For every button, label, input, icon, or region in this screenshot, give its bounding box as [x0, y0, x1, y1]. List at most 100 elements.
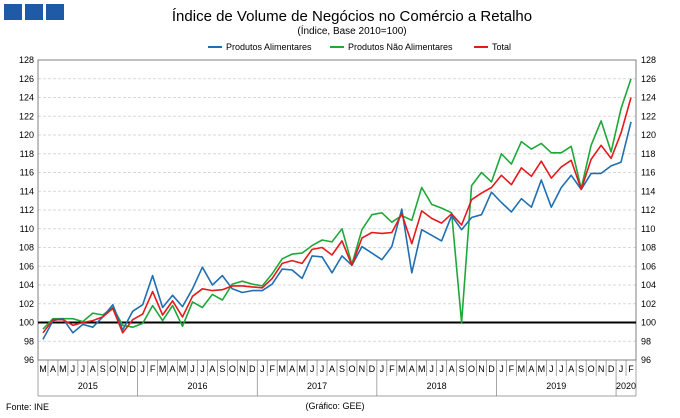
legend-label-total: Total	[492, 42, 511, 52]
y-tick-label-left: 96	[24, 355, 34, 365]
x-month-label: M	[298, 364, 306, 374]
y-tick-label-left: 108	[19, 243, 34, 253]
x-month-label: A	[409, 364, 415, 374]
y-tick-label-right: 104	[641, 280, 656, 290]
series-line-total	[42, 97, 632, 334]
y-tick-label-left: 100	[19, 318, 34, 328]
x-month-label: J	[260, 364, 265, 374]
x-month-label: D	[488, 364, 495, 374]
y-tick-label-left: 110	[20, 224, 34, 234]
x-month-label: M	[179, 364, 187, 374]
x-month-label: F	[509, 364, 515, 374]
year-label: 2015	[78, 381, 98, 391]
x-month-label: J	[559, 364, 564, 374]
y-tick-label-right: 102	[641, 299, 656, 309]
x-month-label: S	[459, 364, 465, 374]
x-month-label: D	[129, 364, 136, 374]
y-tick-label-right: 112	[641, 205, 655, 215]
x-month-label: F	[269, 364, 275, 374]
legend: Produtos Alimentares Produtos Não Alimen…	[208, 42, 511, 52]
y-tick-label-left: 104	[19, 280, 34, 290]
y-tick-label-right: 106	[641, 261, 656, 271]
year-label: 2018	[427, 381, 447, 391]
y-tick-label-left: 122	[19, 111, 34, 121]
logo-block-3	[46, 4, 64, 20]
y-tick-label-right: 114	[641, 186, 655, 196]
x-month-label: O	[229, 364, 236, 374]
x-month-label: J	[320, 364, 325, 374]
x-month-label: A	[209, 364, 215, 374]
y-tick-label-right: 98	[641, 336, 651, 346]
x-month-label: M	[159, 364, 167, 374]
x-month-label: N	[478, 364, 485, 374]
y-tick-label-right: 110	[641, 224, 655, 234]
legend-label-nonfood: Produtos Não Alimentares	[348, 42, 453, 52]
x-month-label: J	[81, 364, 86, 374]
x-month-label: A	[289, 364, 295, 374]
y-tick-label-right: 108	[641, 243, 656, 253]
year-label: 2017	[307, 381, 327, 391]
x-month-label: A	[50, 364, 56, 374]
y-tick-label-right: 124	[641, 93, 656, 103]
x-month-label: A	[170, 364, 176, 374]
y-tick-label-left: 118	[20, 149, 34, 159]
y-tick-label-left: 114	[20, 186, 34, 196]
x-month-label: J	[200, 364, 205, 374]
y-tick-label-right: 126	[641, 74, 656, 84]
x-month-label: N	[359, 364, 366, 374]
y-tick-label-right: 120	[641, 130, 656, 140]
gridlines	[38, 59, 636, 361]
y-tick-label-right: 128	[641, 55, 656, 65]
y-tick-label-left: 106	[19, 261, 34, 271]
x-month-label: F	[150, 364, 156, 374]
year-label: 2020	[616, 381, 636, 391]
x-month-label: F	[628, 364, 634, 374]
x-month-label: A	[449, 364, 455, 374]
x-month-label: J	[310, 364, 315, 374]
x-month-label: D	[608, 364, 615, 374]
x-month-label: M	[39, 364, 47, 374]
x-month-label: M	[418, 364, 426, 374]
y-tick-label-right: 96	[641, 355, 651, 365]
x-month-label: J	[190, 364, 195, 374]
x-month-label: F	[389, 364, 395, 374]
x-month-label: D	[369, 364, 376, 374]
x-month-label: J	[380, 364, 385, 374]
y-tick-label-right: 100	[641, 318, 656, 328]
y-tick-label-left: 116	[20, 168, 34, 178]
legend-label-food: Produtos Alimentares	[226, 42, 312, 52]
x-month-label: M	[398, 364, 406, 374]
x-month-label: S	[219, 364, 225, 374]
x-month-label: J	[71, 364, 76, 374]
x-month-label: A	[568, 364, 574, 374]
y-tick-label-left: 120	[19, 130, 34, 140]
y-tick-label-right: 122	[641, 111, 656, 121]
ine-logo	[4, 4, 64, 20]
x-month-label: J	[499, 364, 504, 374]
chart-title: Índice de Volume de Negócios no Comércio…	[172, 8, 532, 25]
y-tick-label-left: 98	[24, 336, 34, 346]
x-month-label: O	[109, 364, 116, 374]
year-label: 2016	[187, 381, 207, 391]
axes: 96 96 98 98 100 100 102 102 104 104 106 106 108 108 11…	[19, 55, 656, 397]
x-month-label: A	[528, 364, 534, 374]
logo-block-1	[4, 4, 22, 20]
x-month-label: J	[439, 364, 444, 374]
x-month-label: A	[329, 364, 335, 374]
logo-block-2	[25, 4, 43, 20]
x-month-label: M	[59, 364, 67, 374]
series-line-nonfood	[42, 78, 632, 330]
y-tick-label-left: 126	[19, 74, 34, 84]
y-tick-label-right: 118	[641, 149, 655, 159]
y-tick-label-left: 124	[19, 93, 34, 103]
plot-border	[37, 59, 637, 361]
x-month-label: M	[278, 364, 286, 374]
year-label: 2019	[546, 381, 566, 391]
x-month-label: M	[538, 364, 546, 374]
x-month-label: A	[90, 364, 96, 374]
y-tick-label-right: 116	[641, 168, 655, 178]
chart-subtitle: (Índice, Base 2010=100)	[297, 24, 406, 37]
series-lines	[42, 78, 632, 340]
x-month-label: O	[348, 364, 355, 374]
